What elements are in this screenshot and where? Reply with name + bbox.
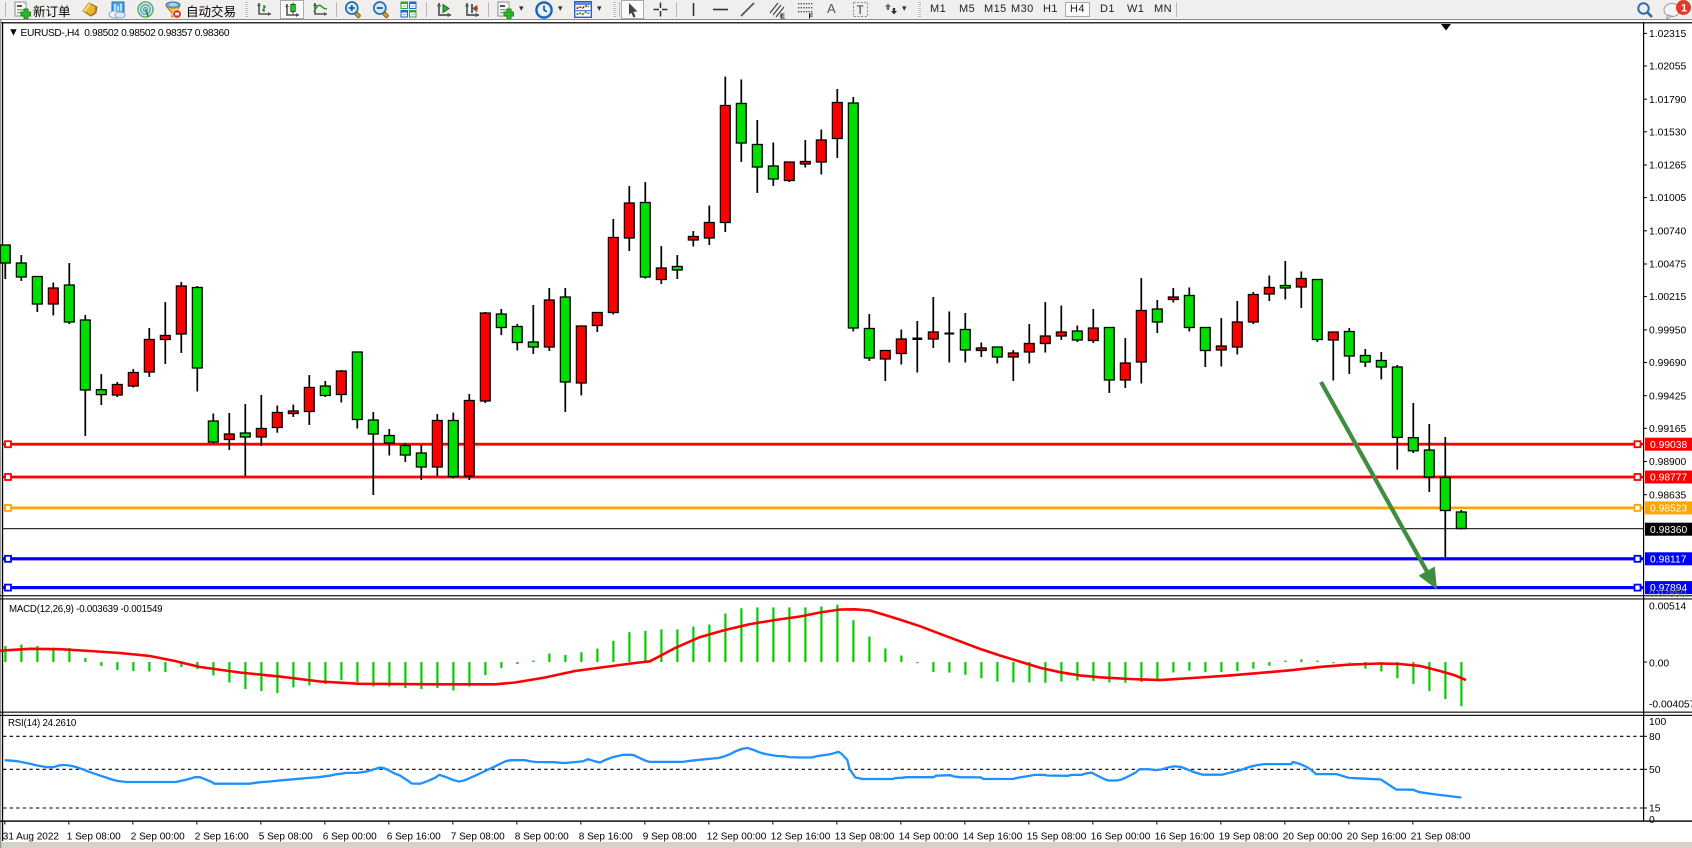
svg-text:2 Sep 00:00: 2 Sep 00:00 (131, 832, 185, 843)
svg-text:15: 15 (1649, 804, 1661, 815)
svg-text:1.01005: 1.01005 (1649, 193, 1686, 204)
svg-text:8 Sep 16:00: 8 Sep 16:00 (579, 832, 633, 843)
svg-text:1.02055: 1.02055 (1649, 62, 1686, 73)
svg-text:0.00514: 0.00514 (1649, 602, 1686, 613)
svg-text:1.01790: 1.01790 (1649, 95, 1686, 106)
svg-text:12 Sep 16:00: 12 Sep 16:00 (771, 832, 831, 843)
svg-text:1.00475: 1.00475 (1649, 260, 1686, 271)
svg-text:0.99690: 0.99690 (1649, 358, 1686, 369)
svg-text:0.99425: 0.99425 (1649, 391, 1686, 402)
svg-text:1: 1 (1681, 3, 1687, 15)
svg-text:1.00740: 1.00740 (1649, 226, 1686, 237)
svg-text:1.01530: 1.01530 (1649, 127, 1686, 138)
svg-text:2 Sep 16:00: 2 Sep 16:00 (195, 832, 249, 843)
svg-text:14 Sep 16:00: 14 Sep 16:00 (963, 832, 1023, 843)
svg-text:9 Sep 08:00: 9 Sep 08:00 (643, 832, 697, 843)
svg-text:0.00: 0.00 (1649, 658, 1669, 669)
svg-text:EURUSD-,H4 0.98502 0.98502 0.: EURUSD-,H4 0.98502 0.98502 0.98357 0.983… (21, 28, 230, 39)
svg-text:16 Sep 00:00: 16 Sep 00:00 (1091, 832, 1151, 843)
svg-text:7 Sep 08:00: 7 Sep 08:00 (451, 832, 505, 843)
svg-text:-0.004057: -0.004057 (1649, 700, 1692, 711)
svg-text:13 Sep 08:00: 13 Sep 08:00 (835, 832, 895, 843)
svg-text:1 Sep 08:00: 1 Sep 08:00 (67, 832, 121, 843)
svg-text:1.00215: 1.00215 (1649, 292, 1686, 303)
svg-text:RSI(14) 24.2610: RSI(14) 24.2610 (8, 718, 77, 729)
svg-text:21 Sep 08:00: 21 Sep 08:00 (1411, 832, 1471, 843)
svg-text:6 Sep 00:00: 6 Sep 00:00 (323, 832, 377, 843)
svg-text:6 Sep 16:00: 6 Sep 16:00 (387, 832, 441, 843)
svg-text:1.01265: 1.01265 (1649, 161, 1686, 172)
svg-text:0.98117: 0.98117 (1650, 554, 1687, 565)
svg-text:20 Sep 00:00: 20 Sep 00:00 (1283, 832, 1343, 843)
svg-text:8 Sep 00:00: 8 Sep 00:00 (515, 832, 569, 843)
svg-text:0.97850: 0.97850 (1649, 589, 1686, 600)
svg-text:80: 80 (1649, 732, 1661, 743)
svg-text:100: 100 (1649, 717, 1666, 728)
svg-text:0.99165: 0.99165 (1649, 424, 1686, 435)
svg-text:12 Sep 00:00: 12 Sep 00:00 (707, 832, 767, 843)
svg-text:0.98900: 0.98900 (1649, 457, 1686, 468)
svg-text:15 Sep 08:00: 15 Sep 08:00 (1027, 832, 1087, 843)
svg-text:0.98777: 0.98777 (1650, 473, 1687, 484)
svg-text:50: 50 (1649, 765, 1661, 776)
svg-text:0.99950: 0.99950 (1649, 326, 1686, 337)
svg-text:0.99038: 0.99038 (1650, 440, 1687, 451)
svg-text:1.02315: 1.02315 (1649, 29, 1686, 40)
svg-text:E: E (780, 12, 785, 20)
svg-text:0.97894: 0.97894 (1650, 583, 1687, 594)
svg-text:31 Aug 2022: 31 Aug 2022 (3, 832, 60, 843)
svg-text:20 Sep 16:00: 20 Sep 16:00 (1347, 832, 1407, 843)
svg-text:16 Sep 16:00: 16 Sep 16:00 (1155, 832, 1215, 843)
svg-text:▼: ▼ (8, 27, 19, 39)
svg-text:MACD(12,26,9) -0.003639 -0.001: MACD(12,26,9) -0.003639 -0.001549 (9, 604, 162, 615)
svg-text:0.98635: 0.98635 (1649, 490, 1686, 501)
svg-text:T: T (857, 5, 864, 17)
svg-text:5 Sep 08:00: 5 Sep 08:00 (259, 832, 313, 843)
svg-text:19 Sep 08:00: 19 Sep 08:00 (1219, 832, 1279, 843)
svg-text:0: 0 (1649, 815, 1655, 826)
svg-text:0.98360: 0.98360 (1650, 525, 1687, 536)
svg-text:0.98523: 0.98523 (1650, 504, 1687, 515)
svg-text:F: F (809, 12, 814, 20)
svg-text:14 Sep 00:00: 14 Sep 00:00 (899, 832, 959, 843)
